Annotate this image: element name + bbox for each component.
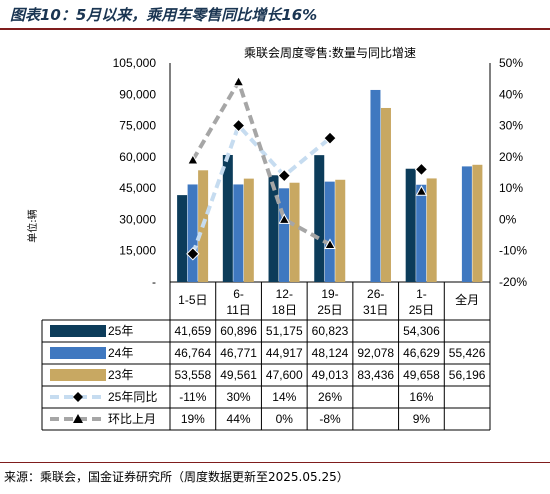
wow-point	[278, 213, 291, 224]
y-unit-label: 单位:辆	[26, 209, 39, 242]
data-label: 54,306	[403, 324, 440, 338]
yoy-point	[323, 131, 337, 145]
data-label: 46,764	[175, 346, 212, 360]
legend-swatch	[50, 369, 106, 381]
legend-marker	[73, 392, 83, 402]
title-rule	[0, 28, 550, 30]
footer-rule	[0, 462, 550, 463]
figure-title: 图表10：5月以来，乘用车零售同比增长16%	[10, 6, 318, 24]
y-tick-label: 75,000	[119, 119, 156, 133]
data-label: 48,124	[312, 346, 349, 360]
bar-2024	[187, 184, 198, 282]
bar-2023	[380, 107, 391, 282]
data-label: 60,896	[220, 324, 257, 338]
source-note: 来源：乘联会，国金证券研究所（周度数据更新至2025.05.25）	[4, 470, 349, 484]
y2-tick-label: 40%	[499, 87, 523, 101]
wow-line	[191, 76, 331, 247]
data-label: 46,629	[403, 346, 440, 360]
data-label: 0%	[276, 412, 294, 426]
yoy-point	[186, 247, 200, 261]
yoy-point	[231, 118, 246, 133]
y2-tick-label: 10%	[499, 181, 523, 195]
y-tick-label: 15,000	[119, 244, 156, 258]
wow-point	[232, 75, 245, 87]
legend-label: 25年	[108, 324, 133, 338]
data-label: 46,771	[220, 346, 257, 360]
legend-label: 25年同比	[108, 390, 157, 404]
y2-tick-label: 30%	[499, 119, 523, 133]
data-label: 30%	[227, 390, 251, 404]
legend-label: 环比上月	[108, 412, 156, 426]
y-tick-label: 45,000	[119, 181, 156, 195]
data-label: 41,659	[175, 324, 212, 338]
bar-2025	[314, 155, 325, 282]
y-tick-label: -	[152, 275, 156, 289]
bar-2024	[324, 181, 335, 282]
data-label: 44%	[227, 412, 251, 426]
data-label: 44,917	[266, 346, 303, 360]
data-label: 56,196	[449, 368, 486, 382]
y2-tick-label: 20%	[499, 150, 523, 164]
data-label: 49,561	[220, 368, 257, 382]
legend-label: 24年	[108, 346, 133, 360]
legend-swatch	[50, 347, 106, 359]
yoy-line	[190, 121, 332, 255]
data-label: 26%	[318, 390, 342, 404]
y-tick-label: 90,000	[119, 87, 156, 101]
data-label: 60,823	[312, 324, 349, 338]
wow-point	[415, 185, 428, 196]
y2-tick-label: 0%	[499, 212, 517, 226]
bar-2025	[268, 175, 279, 282]
data-label: 16%	[409, 390, 433, 404]
data-label: 19%	[181, 412, 205, 426]
bar-2025	[177, 195, 188, 282]
data-label: 92,078	[357, 346, 394, 360]
x-tick-label: 1-5日	[178, 293, 207, 307]
data-label: 49,658	[403, 368, 440, 382]
x-tick-label: 12-18日	[272, 287, 297, 317]
data-label: 49,013	[312, 368, 349, 382]
data-label: 47,600	[266, 368, 303, 382]
yoy-point	[277, 168, 291, 183]
y-tick-label: 60,000	[119, 150, 156, 164]
data-label: -11%	[179, 390, 206, 404]
bar-2025	[222, 154, 233, 282]
y-tick-label: 105,000	[113, 56, 157, 70]
x-tick-label: 19-25日	[317, 287, 342, 317]
data-label: 9%	[413, 412, 431, 426]
bar-2024	[461, 166, 472, 282]
bar-2025	[405, 168, 416, 282]
y-tick-label: 30,000	[119, 212, 156, 226]
bar-2024	[233, 184, 244, 282]
y2-tick-label: -10%	[499, 244, 527, 258]
bar-2023	[426, 178, 437, 282]
bar-2024	[416, 184, 427, 282]
data-label: 53,558	[175, 368, 212, 382]
bar-2023	[243, 178, 254, 282]
legend-swatch	[50, 325, 106, 337]
data-label: 55,426	[449, 346, 486, 360]
data-label: 51,175	[266, 324, 303, 338]
chart-title: 乘联会周度零售:数量与同比增速	[244, 45, 416, 60]
bar-2024	[370, 89, 381, 282]
wow-point	[324, 238, 336, 249]
x-tick-label: 26-31日	[363, 287, 388, 317]
bar-2023	[289, 182, 300, 282]
bar-2023	[335, 179, 346, 282]
data-label: 14%	[272, 390, 296, 404]
y2-tick-label: 50%	[499, 56, 523, 70]
yoy-point	[414, 162, 429, 177]
bar-2023	[472, 164, 483, 282]
bar-2024	[279, 188, 290, 282]
data-label: 83,436	[357, 368, 394, 382]
y2-tick-label: -20%	[499, 275, 527, 289]
data-label: -8%	[319, 412, 341, 426]
x-tick-label: 6-11日	[226, 287, 250, 317]
legend-label: 23年	[108, 368, 133, 382]
legend-marker	[73, 414, 83, 423]
x-tick-label: 全月	[455, 292, 479, 307]
x-tick-label: 1-25日	[409, 287, 434, 317]
wow-point	[187, 153, 199, 165]
